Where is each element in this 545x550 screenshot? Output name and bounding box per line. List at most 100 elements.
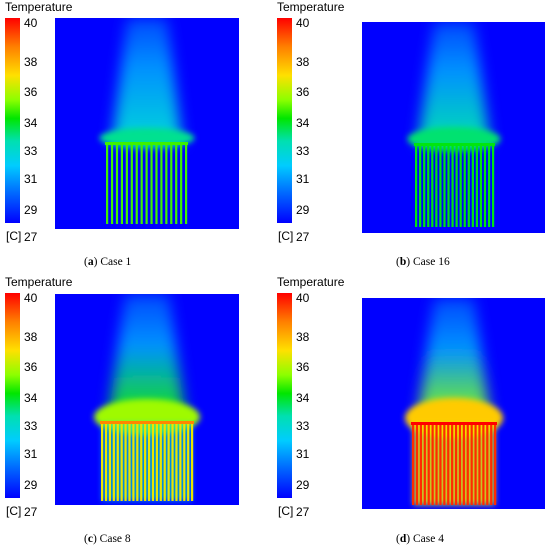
colorbar-tick: 29 (296, 478, 310, 492)
heat-sink-fin (435, 424, 438, 505)
heat-sink-fin (132, 423, 135, 501)
colorbar-tick: 33 (24, 144, 38, 158)
heat-sink-fin (494, 424, 497, 505)
colorbar-tick: 40 (24, 291, 38, 305)
panel-label: Case 4 (410, 533, 444, 545)
heat-sink-fin (106, 144, 109, 224)
heat-sink-fin (163, 423, 166, 501)
heat-sink-fin (159, 423, 162, 501)
colorbar-tick: 36 (24, 360, 38, 374)
colorbar-tick: 29 (24, 203, 38, 217)
colorbar (5, 18, 20, 223)
heat-sink-fin (130, 144, 133, 224)
heat-sink-fin (412, 424, 415, 505)
panel-b: Temperature 40 38 36 34 33 31 29 27 [C] (b) Case 1… (272, 0, 545, 275)
heat-sink-fin (136, 423, 139, 501)
heat-sink-fin (115, 144, 119, 224)
heat-sink-fin (179, 423, 182, 501)
heat-sink-base (100, 421, 194, 424)
heat-sink-fin (447, 145, 450, 227)
heat-sink-fin (492, 145, 495, 227)
heat-sink-fin (474, 424, 477, 505)
heat-sink-fin (108, 423, 112, 501)
heat-sink-fin (165, 144, 168, 224)
heat-sink-fin (443, 424, 446, 505)
panel-letter: b (399, 256, 407, 268)
panel-caption: (c) Case 8 (84, 533, 131, 545)
heat-sink-fin (471, 145, 474, 227)
heat-sink-fin (423, 424, 426, 505)
heat-sink-base (414, 143, 495, 146)
colorbar-tick: 38 (24, 330, 38, 344)
panel-caption: (d) Case 4 (396, 533, 444, 545)
temperature-field (362, 22, 545, 233)
heat-sink-fin (135, 144, 138, 224)
colorbar-tick: 40 (296, 291, 310, 305)
panel-a: Temperature 40 38 36 34 33 31 29 27 [C] (a) Case 1 (0, 0, 272, 275)
heat-sink-fin (482, 424, 485, 505)
colorbar-tick: 38 (296, 55, 310, 69)
heat-sink-fin (470, 424, 473, 505)
heat-sink-fin (125, 144, 128, 224)
heat-sink-fin (475, 145, 478, 227)
colorbar-tick: 36 (296, 85, 310, 99)
heat-sink-fin (147, 423, 151, 501)
heat-sink-fin (479, 145, 483, 227)
heat-sink-fin (467, 145, 470, 227)
heat-sink-fin (170, 144, 173, 224)
heat-sink-fin (187, 423, 190, 501)
heat-sink-fin (415, 145, 418, 227)
colorbar-title: Temperature (277, 0, 345, 14)
heat-sink-fin (140, 144, 143, 224)
heat-sink-fin (466, 424, 469, 505)
heat-sink-fin (150, 144, 153, 224)
heat-sink-fin (451, 145, 454, 227)
heat-sink-fin (490, 424, 493, 505)
colorbar-tick: 33 (24, 419, 38, 433)
heat-sink-fin (431, 424, 434, 505)
heat-sink-fin (478, 424, 481, 505)
colorbar-tick: 34 (24, 116, 38, 130)
colorbar-tick: 31 (296, 447, 310, 461)
colorbar-tick: 33 (296, 419, 310, 433)
heat-sink-fin (183, 423, 186, 501)
heat-sink-fin (439, 145, 442, 227)
temperature-field (55, 294, 239, 505)
colorbar-tick: 33 (296, 144, 310, 158)
colorbar-tick: 38 (296, 330, 310, 344)
panel-label: Case 8 (96, 533, 131, 545)
colorbar-tick: 36 (24, 85, 38, 99)
colorbar-tick: 38 (24, 55, 38, 69)
heat-sink-fin (167, 423, 170, 501)
panel-label: Case 1 (97, 256, 132, 268)
heat-sink-fin (160, 144, 163, 224)
heat-sink-fin (104, 423, 108, 501)
heat-sink-fin (124, 423, 127, 501)
colorbar-tick: 34 (24, 391, 38, 405)
colorbar (277, 18, 292, 223)
heat-sink-fin (155, 144, 158, 224)
heat-sink-fin (455, 145, 458, 227)
heat-sink-fin (120, 423, 123, 501)
heat-sink-fin (145, 144, 148, 224)
heat-sink-fin (463, 145, 466, 227)
heat-sink-fin (427, 424, 430, 505)
colorbar-tick: 27 (296, 505, 310, 519)
colorbar-unit: [C] (278, 229, 294, 243)
heat-sink-fin (435, 145, 438, 227)
heat-sink-fin (459, 145, 462, 227)
panel-letter: c (87, 533, 93, 545)
colorbar-title: Temperature (277, 275, 345, 289)
heat-sink-fin (419, 424, 423, 505)
colorbar-tick: 31 (296, 172, 310, 186)
panel-c: Temperature 40 38 36 34 33 31 29 27 [C] (c) Case 8 (0, 275, 272, 550)
heat-sink-fin (447, 424, 450, 505)
heat-sink-fin (185, 144, 188, 224)
panel-d: Temperature 40 38 36 34 33 31 29 27 [C] (d) Case 4 (272, 275, 545, 550)
heat-sink-base (105, 142, 188, 145)
colorbar-tick: 29 (296, 203, 310, 217)
heat-sink-fin (458, 424, 462, 505)
heat-sink-fin (451, 424, 454, 505)
colorbar-title: Temperature (5, 0, 73, 14)
colorbar-tick: 27 (296, 230, 310, 244)
